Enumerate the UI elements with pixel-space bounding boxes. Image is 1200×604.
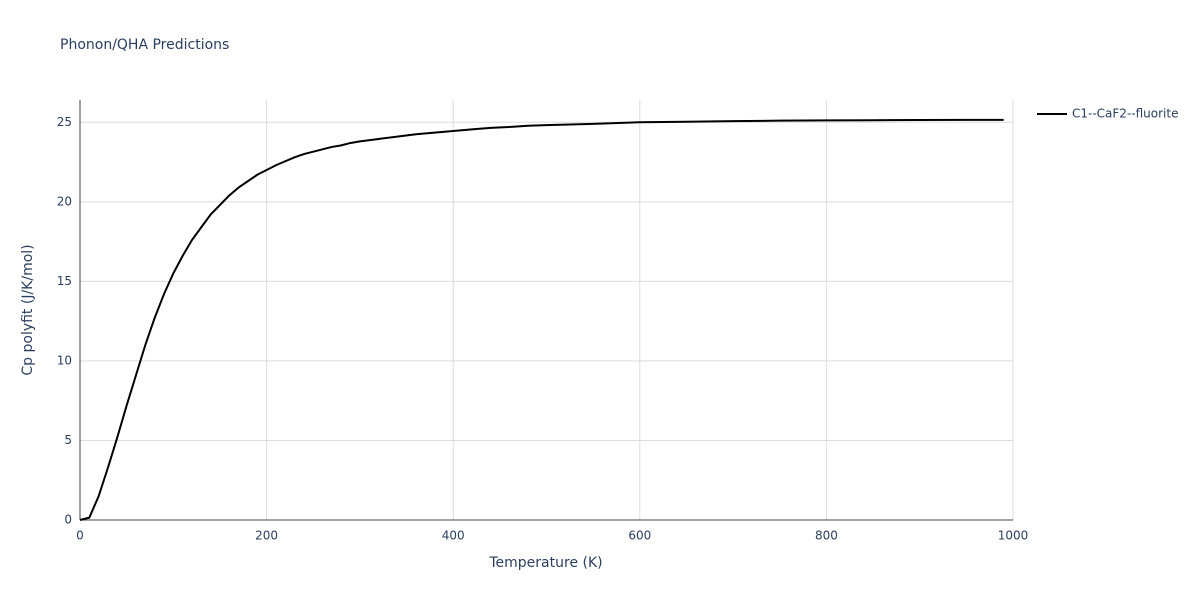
y-tick-label: 0	[64, 513, 72, 527]
y-tick-label: 25	[57, 115, 72, 129]
x-tick-label: 0	[76, 529, 84, 543]
y-tick-label: 5	[64, 433, 72, 447]
y-axis-title: Cp polyfit (J/K/mol)	[20, 244, 36, 375]
x-axis-title: Temperature (K)	[488, 555, 602, 571]
chart-title: Phonon/QHA Predictions	[60, 37, 229, 53]
data-line	[79, 118, 1004, 521]
x-tick-label: 600	[628, 529, 651, 543]
y-tick-label: 20	[57, 194, 72, 208]
x-tick-label: 200	[255, 529, 278, 543]
x-tick-label: 800	[815, 529, 838, 543]
y-tick-label: 10	[57, 353, 72, 367]
legend-label: C1--CaF2--fluorite	[1072, 107, 1178, 121]
y-tick-label: 15	[57, 274, 72, 288]
x-tick-label: 400	[442, 529, 465, 543]
x-tick-label: 1000	[998, 529, 1029, 543]
